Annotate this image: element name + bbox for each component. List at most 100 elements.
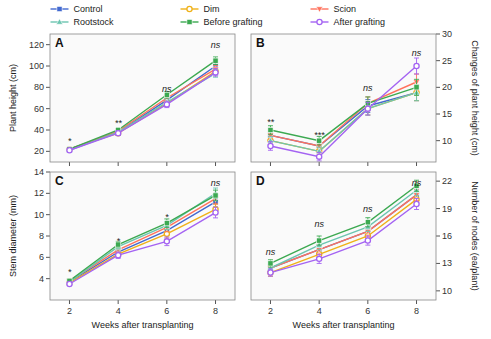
error-bar bbox=[414, 199, 419, 210]
error-bar bbox=[317, 152, 322, 161]
plot-frame bbox=[50, 172, 235, 300]
x-tick bbox=[215, 162, 216, 166]
y-tick bbox=[46, 87, 50, 88]
y-tick bbox=[46, 257, 50, 258]
plot-background bbox=[50, 34, 235, 162]
point bbox=[67, 148, 72, 153]
x-tick bbox=[69, 162, 70, 166]
x-axis-label: Weeks after transplanting bbox=[92, 320, 194, 330]
x-tick bbox=[319, 300, 320, 304]
y-tick-label: 4 bbox=[39, 274, 44, 284]
series bbox=[268, 58, 419, 161]
x-tick bbox=[270, 300, 271, 304]
x-tick bbox=[367, 162, 368, 166]
y-axis-label: Plant height (cm) bbox=[8, 64, 18, 132]
x-tick bbox=[416, 162, 417, 166]
error-bar bbox=[365, 236, 370, 245]
series-line bbox=[69, 71, 215, 149]
y-tick bbox=[436, 181, 440, 182]
error-bar bbox=[317, 254, 322, 263]
y-tick bbox=[46, 214, 50, 215]
y-axis-label: Changes of plant height (cm) bbox=[470, 40, 480, 156]
plot-frame bbox=[251, 172, 436, 300]
error-bar bbox=[365, 218, 370, 227]
y-tick-label: 8 bbox=[39, 231, 44, 241]
series bbox=[268, 180, 419, 267]
annotation: ns bbox=[266, 247, 276, 257]
error-bar bbox=[213, 69, 218, 76]
series-line bbox=[69, 69, 215, 149]
point bbox=[317, 256, 322, 261]
y-tick-label: 19 bbox=[442, 204, 452, 214]
x-axis-label: Weeks after transplanting bbox=[293, 320, 395, 330]
series bbox=[66, 70, 219, 153]
annotation: * bbox=[68, 267, 72, 277]
point bbox=[268, 261, 273, 266]
error-bar bbox=[365, 100, 370, 113]
y-tick-label: 20 bbox=[442, 82, 452, 92]
y-tick bbox=[436, 290, 440, 291]
error-bar bbox=[268, 260, 273, 267]
point bbox=[67, 281, 72, 286]
annotation: * bbox=[116, 236, 120, 246]
point bbox=[164, 239, 169, 244]
series bbox=[67, 68, 218, 152]
y-tick bbox=[46, 66, 50, 67]
error-bar bbox=[268, 269, 273, 276]
annotation: * bbox=[68, 136, 72, 146]
point bbox=[317, 154, 322, 159]
series-line bbox=[69, 72, 215, 150]
point bbox=[414, 63, 419, 68]
series-line bbox=[69, 61, 215, 150]
panel-title: D bbox=[256, 174, 265, 188]
series-line bbox=[270, 82, 416, 146]
annotation: ** bbox=[267, 117, 275, 127]
x-tick-label: 4 bbox=[116, 306, 121, 316]
series-line bbox=[69, 213, 215, 284]
error-bar bbox=[213, 57, 218, 64]
y-tick-label: 14 bbox=[34, 167, 44, 177]
legend-marker bbox=[57, 6, 62, 11]
y-tick-label: 80 bbox=[34, 82, 44, 92]
y-tick bbox=[436, 208, 440, 209]
plot-background bbox=[251, 34, 436, 162]
error-bar bbox=[268, 142, 273, 151]
error-bar bbox=[67, 282, 72, 285]
x-tick-label: 6 bbox=[164, 306, 169, 316]
panel-title: C bbox=[55, 174, 64, 188]
panel-title: A bbox=[55, 36, 64, 50]
series bbox=[268, 194, 419, 276]
y-tick-label: 20 bbox=[34, 146, 44, 156]
y-axis-label: Number of nodes (ea/plant) bbox=[470, 181, 480, 291]
y-tick bbox=[46, 193, 50, 194]
series bbox=[67, 190, 218, 283]
series bbox=[67, 204, 218, 286]
error-bar bbox=[268, 269, 273, 276]
legend-entry: After grafting bbox=[334, 17, 386, 27]
error-bar bbox=[213, 188, 218, 199]
legend-entry: Rootstock bbox=[74, 17, 115, 27]
annotation: ns bbox=[412, 48, 422, 58]
y-tick-label: 25 bbox=[442, 56, 452, 66]
series-line bbox=[69, 195, 215, 280]
annotation: ** bbox=[115, 118, 123, 128]
annotation: ns bbox=[412, 178, 422, 188]
point bbox=[268, 143, 273, 148]
annotation: ns bbox=[314, 219, 324, 229]
series-line bbox=[69, 66, 215, 149]
marks bbox=[267, 180, 420, 276]
annotation: * bbox=[165, 212, 169, 222]
series-line bbox=[69, 193, 215, 282]
series bbox=[67, 57, 218, 152]
series bbox=[267, 189, 420, 271]
y-tick-label: 40 bbox=[34, 125, 44, 135]
point bbox=[365, 106, 370, 111]
error-bar bbox=[213, 204, 218, 215]
y-tick bbox=[436, 114, 440, 115]
x-tick-label: 2 bbox=[268, 306, 273, 316]
point bbox=[212, 70, 219, 76]
series-line bbox=[270, 66, 416, 157]
x-tick bbox=[416, 300, 417, 304]
y-tick-label: 6 bbox=[39, 252, 44, 262]
series bbox=[268, 189, 419, 271]
